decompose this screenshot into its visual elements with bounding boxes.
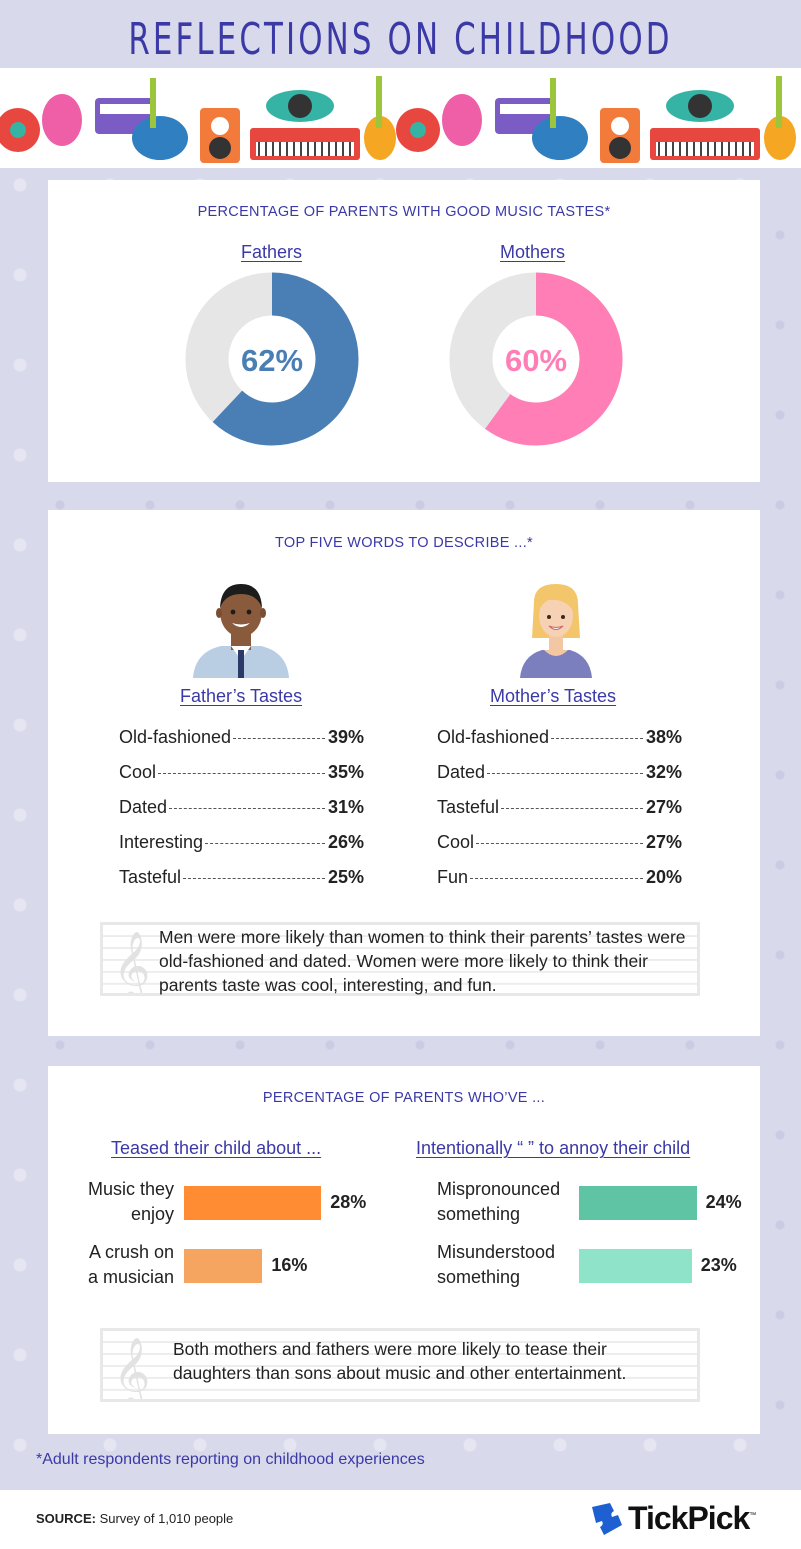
dotted-leader (205, 843, 325, 844)
word-percent: 27% (645, 832, 682, 852)
father-words-list: Old-fashioned 39% Cool 35% Dated 31% Intere… (119, 727, 364, 902)
word-label: Cool (437, 832, 475, 852)
mothers-donut-chart: 60% (449, 272, 623, 446)
mothers-donut-slice (449, 272, 623, 446)
list-item: Cool 35% (119, 762, 364, 797)
section-title: PERCENTAGE OF PARENTS WHO’VE ... (262, 1090, 546, 1106)
dotted-leader (169, 808, 325, 809)
bar (579, 1186, 697, 1220)
dotted-leader (158, 773, 325, 774)
intentionally-heading: Intentionally “ ” to annoy their child (416, 1138, 691, 1158)
fathers-donut-slice (185, 272, 359, 446)
trademark: ™ (749, 1512, 757, 1519)
list-item: Dated 32% (437, 762, 682, 797)
list-item: Cool 27% (437, 832, 682, 867)
logo-text: TickPick (628, 1500, 750, 1536)
svg-text:𝄞: 𝄞 (113, 1338, 150, 1399)
word-percent: 27% (645, 797, 682, 817)
list-item: Dated 31% (119, 797, 364, 832)
dotted-leader (233, 738, 325, 739)
word-percent: 26% (327, 832, 364, 852)
music-tastes-card: PERCENTAGE OF PARENTS WITH GOOD MUSIC TA… (48, 180, 760, 482)
father-avatar (193, 584, 289, 678)
list-item: Interesting 26% (119, 832, 364, 867)
word-percent: 31% (327, 797, 364, 817)
bar-value-label: 24% (705, 1192, 742, 1212)
word-label: Fun (437, 867, 469, 887)
note-box: 𝄞 Both mothers and fathers were more lik… (100, 1328, 700, 1402)
bar-label: A crush on a musician (87, 1242, 174, 1287)
bar-value-label: 23% (700, 1255, 737, 1275)
word-label: Dated (437, 762, 486, 782)
teased-heading: Teased their child about ... (111, 1138, 322, 1158)
word-percent: 32% (645, 762, 682, 782)
bar-value-label: 28% (330, 1192, 367, 1212)
word-label: Old-fashioned (119, 727, 232, 747)
mother-tastes-heading: Mother’s Tastes (490, 686, 617, 706)
footer: SOURCE: Survey of 1,010 people TickPick … (0, 1490, 801, 1549)
svg-text:𝄞: 𝄞 (113, 932, 150, 993)
footnote: *Adult respondents reporting on childhoo… (36, 1451, 425, 1468)
word-percent: 20% (645, 867, 682, 887)
mothers-value: 60% (505, 343, 567, 378)
list-item: Tasteful 25% (119, 867, 364, 902)
mother-words-list: Old-fashioned 38% Dated 32% Tasteful 27% Co… (437, 727, 682, 902)
list-item: Old-fashioned 38% (437, 727, 682, 762)
bar-label: Mispronounced something (437, 1179, 561, 1224)
note-box: 𝄞 Men were more likely than women to thi… (100, 922, 700, 996)
word-label: Dated (119, 797, 168, 817)
source-line: SOURCE: Survey of 1,010 people (36, 1511, 233, 1526)
tickpick-logo: TickPick ™ (588, 1500, 756, 1537)
mother-avatar (520, 584, 592, 678)
section-title: PERCENTAGE OF PARENTS WITH GOOD MUSIC TA… (197, 204, 611, 220)
father-tastes-heading: Father’s Tastes (180, 686, 303, 706)
source-label: SOURCE: (36, 1511, 96, 1526)
bar-label: Music they enjoy (87, 1179, 174, 1224)
dotted-leader (551, 738, 643, 739)
music-staff-icon: 𝄞 (103, 932, 697, 993)
fathers-value: 62% (241, 343, 303, 378)
bar (184, 1186, 322, 1220)
note-text: Both mothers and fathers were more likel… (173, 1339, 627, 1383)
list-item: Old-fashioned 39% (119, 727, 364, 762)
dotted-leader (476, 843, 643, 844)
page-title: REFLECTIONS ON CHILDHOOD (128, 14, 673, 65)
dotted-leader (470, 878, 643, 879)
dotted-leader (487, 773, 643, 774)
word-label: Interesting (119, 832, 204, 852)
dotted-leader (183, 878, 325, 879)
top-words-card: TOP FIVE WORDS TO DESCRIBE ...* Father’s… (48, 510, 760, 1036)
music-instruments-banner (0, 68, 801, 168)
source-text: Survey of 1,010 people (99, 1511, 234, 1526)
word-label: Tasteful (437, 797, 500, 817)
fathers-label: Fathers (241, 242, 303, 262)
bar-value-label: 16% (271, 1255, 308, 1275)
list-item: Tasteful 27% (437, 797, 682, 832)
mothers-label: Mothers (500, 242, 566, 262)
ticket-icon (592, 1502, 622, 1535)
fathers-donut-chart: 62% (185, 272, 359, 446)
dotted-leader (501, 808, 643, 809)
word-label: Cool (119, 762, 157, 782)
music-staff-icon: 𝄞 (103, 1338, 697, 1399)
word-percent: 35% (327, 762, 364, 782)
parents-behaviour-card: PERCENTAGE OF PARENTS WHO’VE ... Teased … (48, 1066, 760, 1434)
section-title: TOP FIVE WORDS TO DESCRIBE ...* (274, 535, 533, 551)
list-item: Fun 20% (437, 867, 682, 902)
word-percent: 39% (327, 727, 364, 747)
word-percent: 38% (645, 727, 682, 747)
bar (184, 1249, 263, 1283)
note-text: Men were more likely than women to think… (159, 927, 686, 995)
word-label: Tasteful (119, 867, 182, 887)
word-percent: 25% (327, 867, 364, 887)
bar (579, 1249, 692, 1283)
word-label: Old-fashioned (437, 727, 550, 747)
bar-label: Misunderstood something (437, 1242, 556, 1287)
